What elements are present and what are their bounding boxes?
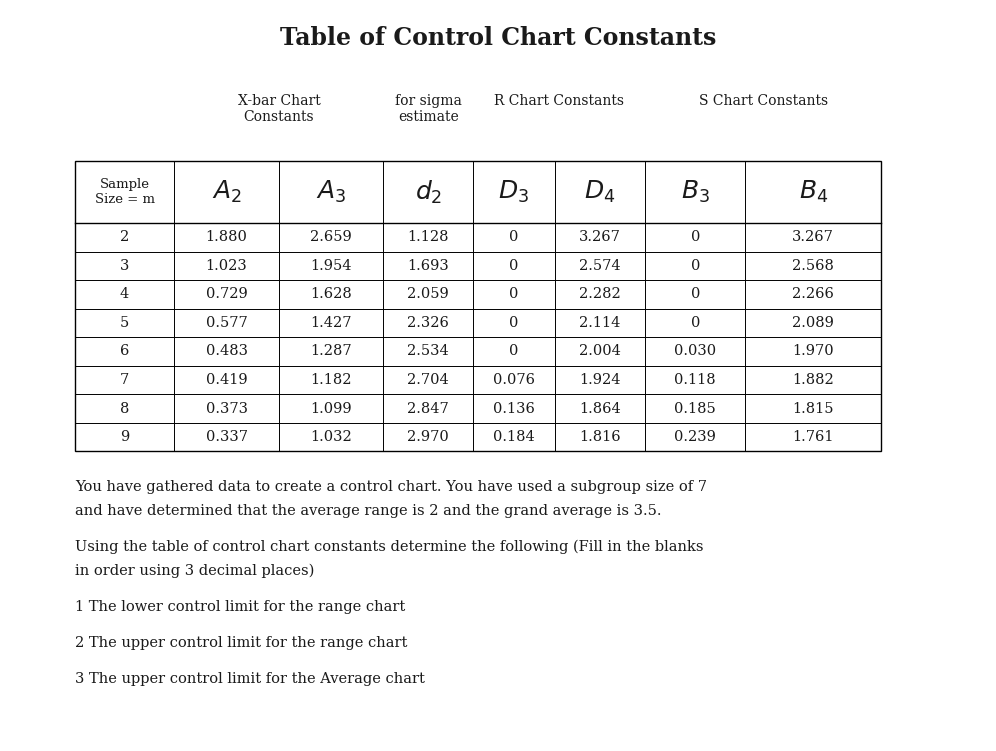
Text: 2.704: 2.704 — [407, 373, 449, 387]
Text: 0.239: 0.239 — [674, 430, 716, 444]
Bar — [75, 161, 881, 451]
Text: 2.970: 2.970 — [407, 430, 449, 444]
Text: 4: 4 — [120, 288, 129, 301]
Text: 0.185: 0.185 — [674, 402, 716, 415]
Text: 2.659: 2.659 — [311, 231, 352, 244]
Text: 3.267: 3.267 — [792, 231, 835, 244]
Text: 0.184: 0.184 — [493, 430, 535, 444]
Text: 1.761: 1.761 — [793, 430, 834, 444]
Text: 0.483: 0.483 — [205, 345, 248, 358]
Text: 1.970: 1.970 — [793, 345, 834, 358]
Text: 1.628: 1.628 — [311, 288, 352, 301]
Text: 2.089: 2.089 — [792, 316, 835, 330]
Text: 1.815: 1.815 — [793, 402, 834, 415]
Text: 0.373: 0.373 — [205, 402, 248, 415]
Text: 0: 0 — [690, 316, 700, 330]
Text: 0.076: 0.076 — [493, 373, 535, 387]
Text: 3.267: 3.267 — [579, 231, 622, 244]
Text: 1.099: 1.099 — [311, 402, 352, 415]
Text: 1.032: 1.032 — [311, 430, 352, 444]
Text: S Chart Constants: S Chart Constants — [699, 94, 828, 108]
Text: 0.577: 0.577 — [206, 316, 247, 330]
Text: 3: 3 — [120, 259, 129, 273]
Text: $B_4$: $B_4$ — [799, 179, 828, 205]
Text: 6: 6 — [120, 345, 129, 358]
Text: 8: 8 — [120, 402, 129, 415]
Text: $A_2$: $A_2$ — [212, 179, 241, 205]
Text: 0: 0 — [509, 345, 519, 358]
Text: $A_3$: $A_3$ — [316, 179, 347, 205]
Text: 1.882: 1.882 — [793, 373, 834, 387]
Text: 1.954: 1.954 — [311, 259, 352, 273]
Text: 0.729: 0.729 — [206, 288, 247, 301]
Text: R Chart Constants: R Chart Constants — [494, 94, 624, 108]
Text: 2.266: 2.266 — [792, 288, 835, 301]
Text: $d_2$: $d_2$ — [414, 179, 442, 206]
Text: 2.534: 2.534 — [407, 345, 449, 358]
Text: 1 The lower control limit for the range chart: 1 The lower control limit for the range … — [75, 600, 405, 614]
Text: 0: 0 — [509, 231, 519, 244]
Text: 2 The upper control limit for the range chart: 2 The upper control limit for the range … — [75, 636, 407, 650]
Text: 0.136: 0.136 — [493, 402, 535, 415]
Text: 0: 0 — [690, 288, 700, 301]
Text: 1.023: 1.023 — [206, 259, 247, 273]
Text: and have determined that the average range is 2 and the grand average is 3.5.: and have determined that the average ran… — [75, 504, 661, 518]
Text: 2.568: 2.568 — [792, 259, 835, 273]
Text: 1.287: 1.287 — [311, 345, 352, 358]
Text: 0: 0 — [509, 259, 519, 273]
Text: 2.114: 2.114 — [580, 316, 621, 330]
Text: 2.574: 2.574 — [580, 259, 621, 273]
Text: 2.847: 2.847 — [407, 402, 449, 415]
Text: Table of Control Chart Constants: Table of Control Chart Constants — [280, 26, 716, 50]
Text: 2: 2 — [120, 231, 129, 244]
Text: 2.282: 2.282 — [580, 288, 621, 301]
Text: 1.880: 1.880 — [205, 231, 248, 244]
Text: 1.427: 1.427 — [311, 316, 352, 330]
Text: 1.182: 1.182 — [311, 373, 352, 387]
Text: 7: 7 — [120, 373, 129, 387]
Text: 2.326: 2.326 — [407, 316, 449, 330]
Text: $D_3$: $D_3$ — [498, 179, 530, 205]
Text: X-bar Chart
Constants: X-bar Chart Constants — [237, 94, 321, 124]
Text: 0.419: 0.419 — [206, 373, 247, 387]
Text: 0: 0 — [690, 259, 700, 273]
Text: Using the table of control chart constants determine the following (Fill in the : Using the table of control chart constan… — [75, 540, 703, 554]
Text: 3 The upper control limit for the Average chart: 3 The upper control limit for the Averag… — [75, 672, 424, 686]
Text: 5: 5 — [120, 316, 129, 330]
Text: 1.128: 1.128 — [407, 231, 449, 244]
Text: You have gathered data to create a control chart. You have used a subgroup size : You have gathered data to create a contr… — [75, 480, 707, 494]
Text: 1.864: 1.864 — [580, 402, 621, 415]
Text: $D_4$: $D_4$ — [585, 179, 616, 205]
Text: $B_3$: $B_3$ — [680, 179, 710, 205]
Text: Sample
Size = m: Sample Size = m — [95, 178, 154, 207]
Text: 1.693: 1.693 — [407, 259, 449, 273]
Text: 0.118: 0.118 — [674, 373, 716, 387]
Text: 0.337: 0.337 — [205, 430, 248, 444]
Text: for sigma
estimate: for sigma estimate — [394, 94, 462, 124]
Text: 0.030: 0.030 — [674, 345, 716, 358]
Text: 0: 0 — [509, 316, 519, 330]
Text: 1.816: 1.816 — [580, 430, 621, 444]
Text: 0: 0 — [509, 288, 519, 301]
Text: 0: 0 — [690, 231, 700, 244]
Text: 1.924: 1.924 — [580, 373, 621, 387]
Text: in order using 3 decimal places): in order using 3 decimal places) — [75, 564, 314, 578]
Text: 9: 9 — [120, 430, 129, 444]
Text: 2.004: 2.004 — [579, 345, 622, 358]
Text: 2.059: 2.059 — [407, 288, 449, 301]
